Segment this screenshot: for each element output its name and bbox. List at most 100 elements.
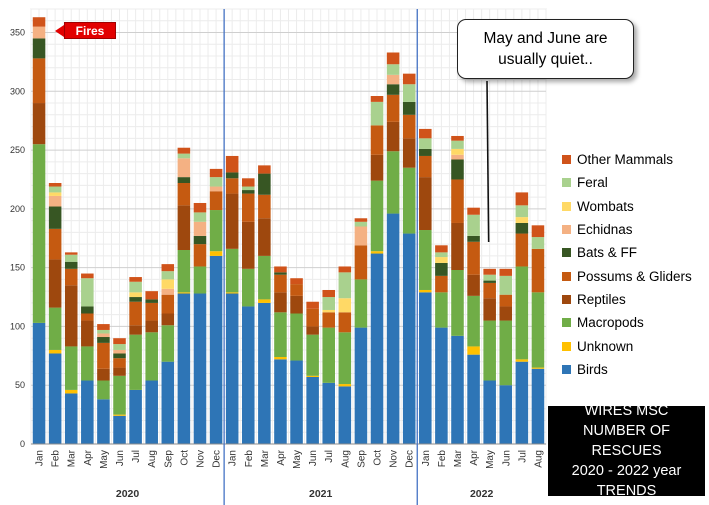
bar-segment — [177, 205, 191, 251]
bar-segment — [177, 153, 191, 159]
x-tick-label: Mar — [453, 449, 464, 467]
bar-segment — [209, 191, 223, 211]
y-tick-label: 100 — [10, 321, 25, 331]
bar-segment — [370, 96, 384, 102]
bar-segment — [113, 344, 126, 350]
legend-item: Echidnas — [562, 218, 709, 241]
bar-segment — [290, 295, 303, 314]
bar-segment — [113, 415, 126, 444]
bar-segment — [306, 301, 319, 309]
x-tick-label: Aug — [147, 450, 158, 468]
bar-segment — [419, 177, 432, 231]
bar-segment — [64, 285, 78, 347]
bar-segment — [274, 312, 287, 357]
bar-segment — [451, 179, 464, 223]
title-line: TRENDS — [596, 483, 657, 499]
bar-segment — [161, 294, 175, 314]
x-tick-label: Oct — [179, 450, 190, 466]
bar-segment — [209, 251, 223, 256]
bar-segment — [64, 252, 78, 255]
bar-segment — [370, 180, 384, 252]
bar-segment — [306, 326, 319, 335]
bar-segment — [225, 248, 239, 293]
bar-segment — [241, 178, 255, 187]
title-line: NUMBER OF RESCUES — [583, 423, 670, 459]
legend-item: Wombats — [562, 195, 709, 218]
bar-segment — [32, 26, 46, 39]
bar-segment — [354, 221, 368, 227]
bar-segment — [209, 255, 223, 444]
bar-segment — [145, 302, 158, 321]
bar-segment — [81, 380, 94, 444]
legend-swatch — [562, 155, 571, 165]
bar-segment — [435, 252, 448, 258]
x-tick-label: Jun — [308, 450, 319, 466]
bar-segment — [499, 275, 513, 295]
bar-segment — [177, 250, 191, 293]
x-tick-label: May — [99, 450, 110, 469]
bar-segment — [161, 325, 175, 362]
bar-segment — [338, 312, 352, 333]
x-tick-label: Oct — [373, 450, 384, 466]
year-label: 2021 — [309, 488, 333, 500]
legend-swatch — [562, 341, 571, 351]
x-tick-label: Mar — [260, 449, 271, 467]
bar-segment — [81, 278, 94, 307]
year-label: 2020 — [116, 488, 140, 500]
bar-segment — [290, 278, 303, 285]
legend-swatch — [562, 318, 571, 328]
callout-bubble: May and June are usually quiet.. — [457, 19, 634, 79]
bar-segment — [64, 254, 78, 262]
bar-segment — [467, 241, 480, 275]
bar-segment — [531, 292, 545, 368]
fires-arrow — [55, 25, 64, 37]
x-tick-label: Nov — [389, 450, 400, 468]
legend-label: Wombats — [577, 198, 634, 214]
bar-segment — [515, 192, 529, 206]
bar-segment — [64, 261, 78, 269]
bar-segment — [531, 248, 545, 293]
bar-segment — [515, 222, 529, 234]
bar-segment — [435, 327, 448, 444]
x-tick-label: May — [485, 450, 496, 469]
x-tick-label: Apr — [469, 449, 480, 465]
legend-item: Feral — [562, 171, 709, 194]
legend-label: Other Mammals — [577, 152, 674, 168]
bar-segment — [64, 389, 78, 394]
bar-segment — [435, 245, 448, 253]
bar-segment — [483, 298, 496, 321]
bar-segment — [97, 399, 110, 444]
bar-segment — [386, 84, 400, 95]
legend-label: Birds — [577, 361, 608, 377]
bar-segment — [467, 214, 480, 236]
bar-segment — [258, 194, 271, 219]
bar-segment — [419, 292, 432, 444]
y-tick-label: 300 — [10, 86, 25, 96]
bar-segment — [451, 140, 464, 149]
bar-segment — [32, 58, 46, 104]
bar-segment — [306, 308, 319, 327]
bar-segment — [402, 114, 416, 139]
y-tick-label: 200 — [10, 204, 25, 214]
bar-segment — [419, 230, 432, 290]
bar-segment — [193, 202, 207, 213]
bar-segment — [290, 284, 303, 296]
bar-segment — [258, 255, 271, 300]
x-tick-label: Aug — [533, 450, 544, 468]
bar-segment — [386, 52, 400, 65]
bar-segment — [209, 210, 223, 252]
bar-segment — [241, 190, 255, 194]
bar-segment — [129, 334, 142, 390]
bar-segment — [435, 262, 448, 276]
chart-legend: Other Mammals Feral Wombats Echidnas Bats & … — [562, 148, 709, 381]
x-tick-label: Jul — [517, 450, 528, 463]
bar-segment — [129, 281, 142, 293]
bar-segment — [177, 177, 191, 183]
bar-segment — [209, 168, 223, 178]
bar-segment — [499, 294, 513, 307]
bar-segment — [274, 272, 287, 275]
legend-label: Unknown — [577, 338, 634, 354]
bar-segment — [354, 279, 368, 328]
bar-segment — [193, 212, 207, 222]
bar-segment — [338, 332, 352, 385]
